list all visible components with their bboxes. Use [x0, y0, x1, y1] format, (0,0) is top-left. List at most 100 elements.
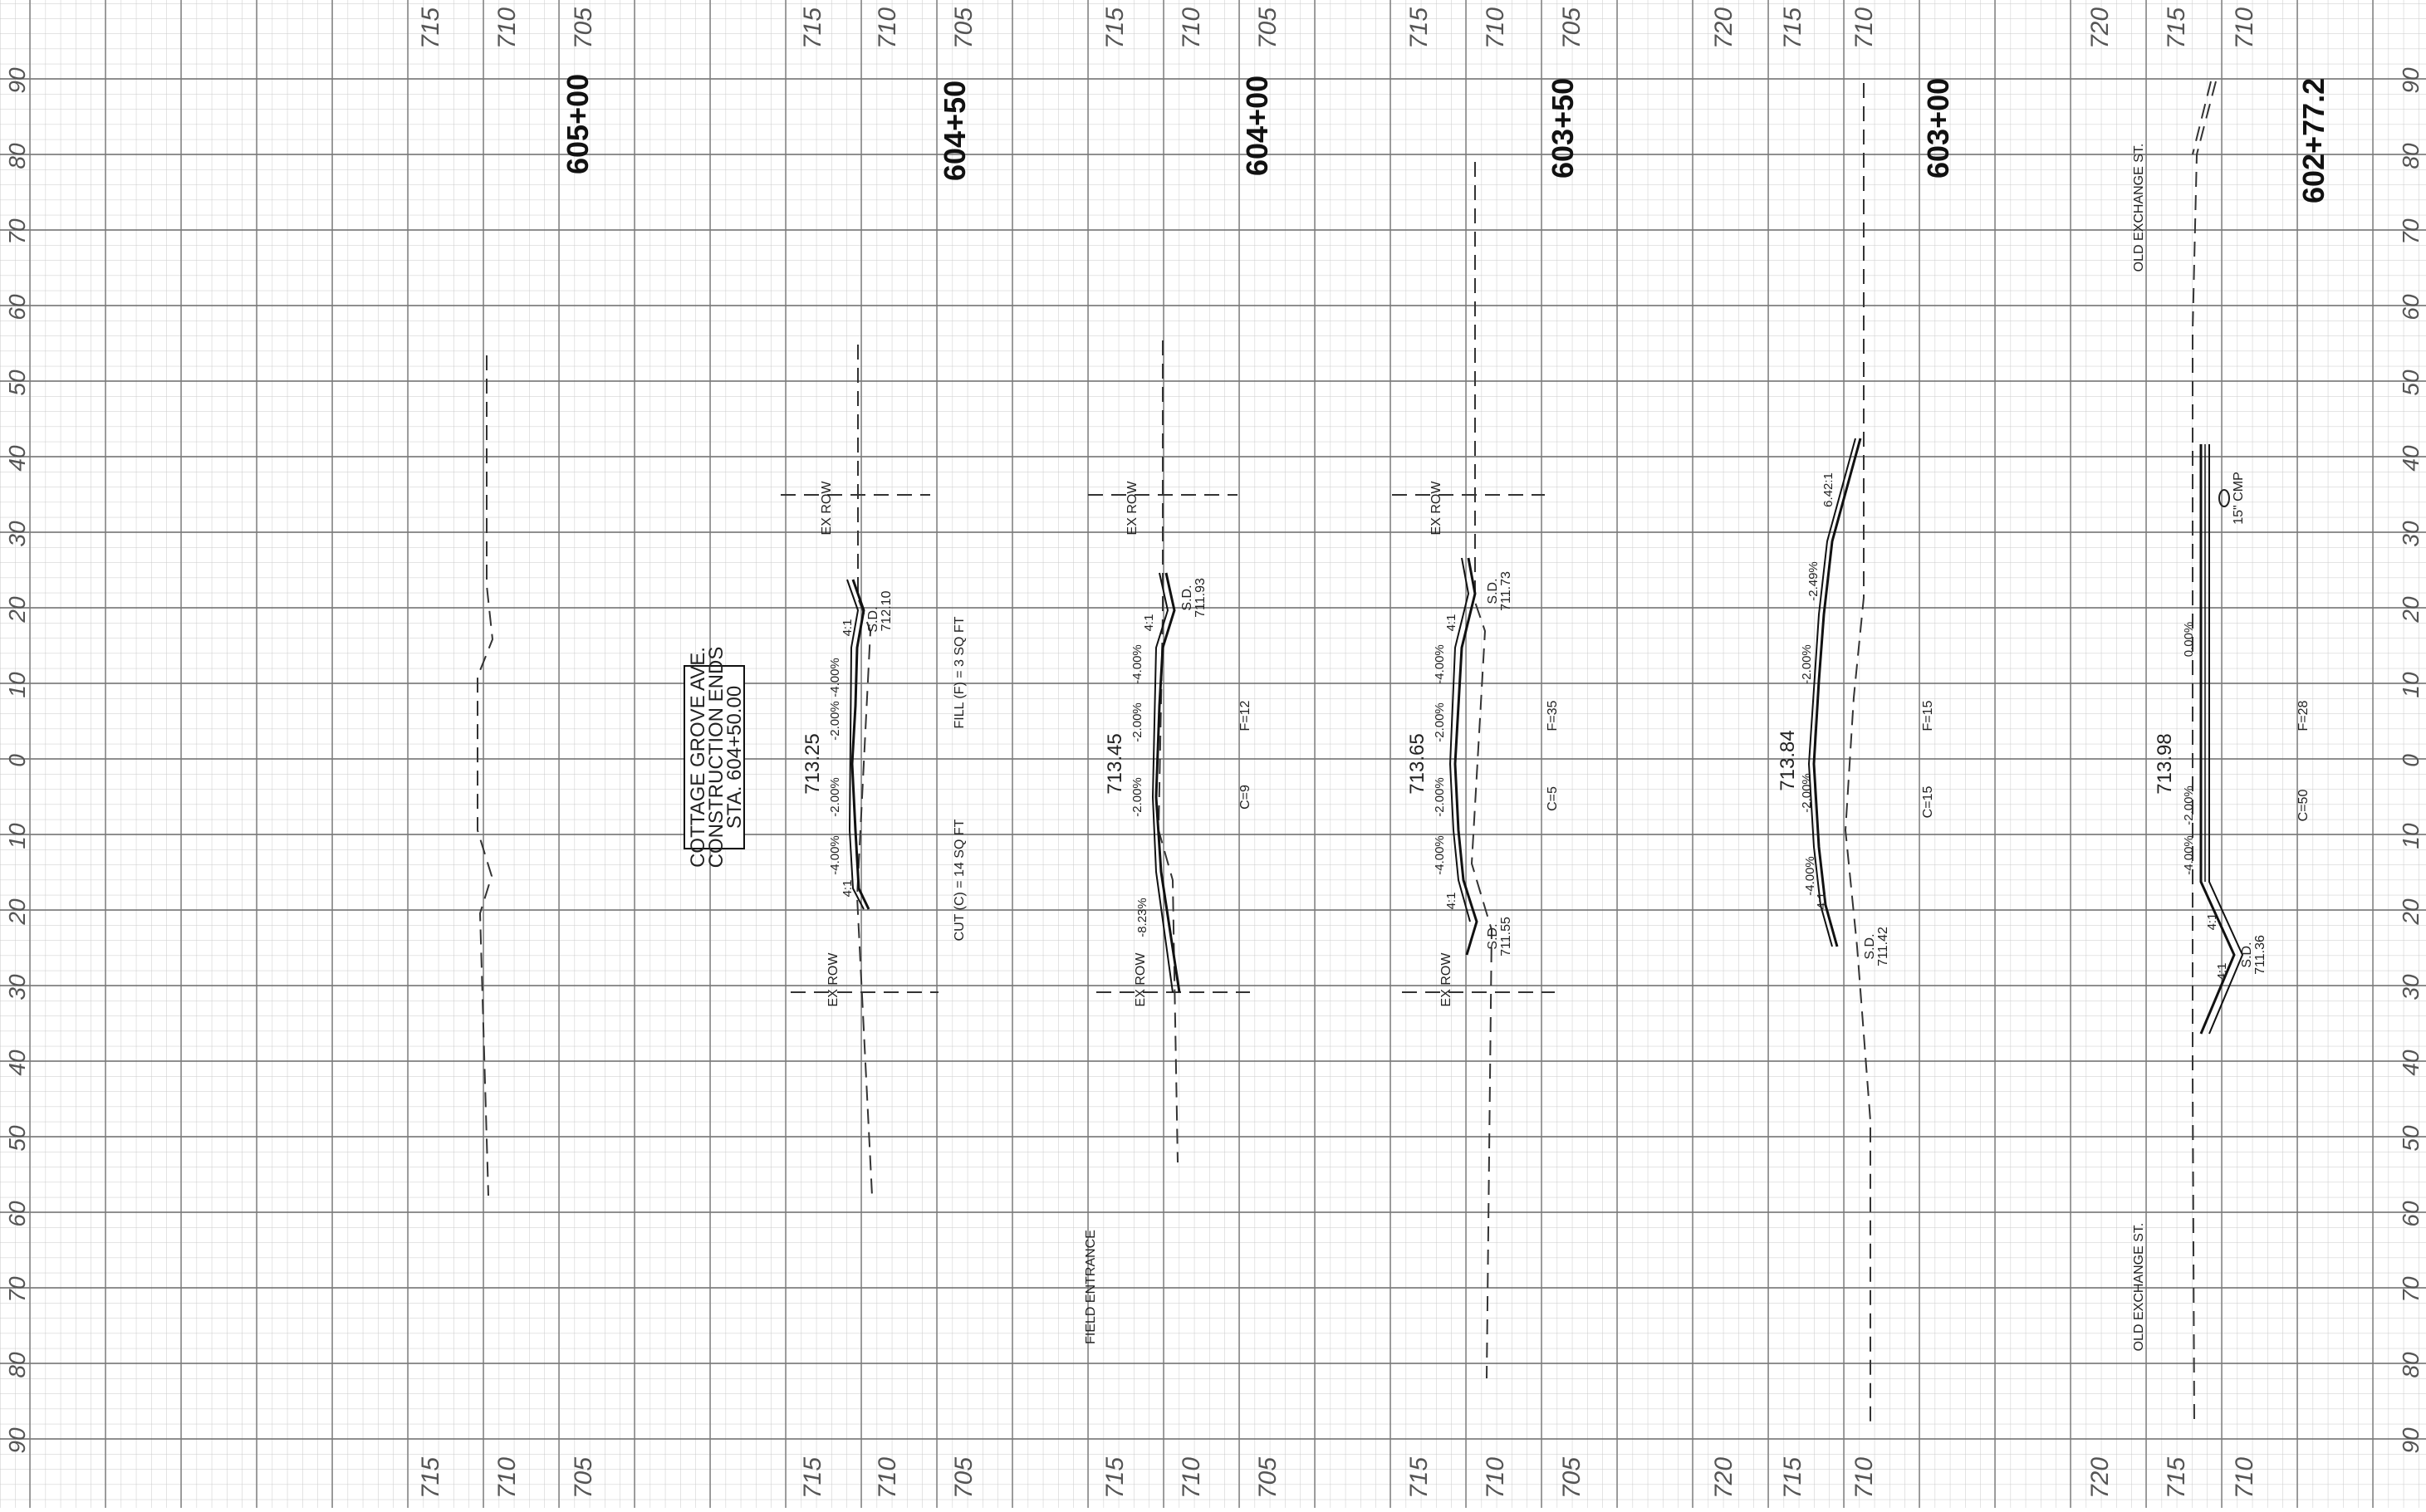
ex-row-label-top: EX ROW: [820, 481, 834, 536]
offset-label-left: 40: [4, 1050, 30, 1076]
offset-label-left: 90: [4, 67, 30, 94]
offset-label-right: 40: [2398, 1050, 2424, 1076]
elevation-tick-bottom: 705: [1558, 1457, 1585, 1499]
offset-label-right: 30: [2398, 521, 2424, 547]
offset-label-left: 20: [4, 596, 30, 624]
existing-ground: [855, 345, 873, 1196]
station-label-604-00: 604+00: [1240, 76, 1274, 176]
elevation-tick-bottom: 705: [1254, 1457, 1282, 1499]
culvert-label: 15" CMP: [2232, 472, 2246, 524]
elevation-tick-top: 715: [1405, 7, 1433, 49]
elevation-tick-bottom: 715: [2163, 1457, 2190, 1499]
elevation-tick-bottom: 715: [1779, 1457, 1806, 1499]
elevation-tick-bottom: 705: [570, 1457, 597, 1499]
fill-area: F=35: [1546, 700, 1560, 731]
grade-slope-3: -2.00%: [1433, 702, 1447, 742]
sd-elevation: 712.10: [880, 590, 894, 631]
elevation-tick-top: 705: [1558, 7, 1585, 49]
grade-slope-3: -4.00%: [2182, 835, 2196, 875]
cut-area: C=50: [2296, 790, 2311, 822]
cut-area: C=15: [1921, 786, 1935, 819]
sd-elevation: 711.93: [1193, 578, 1208, 618]
section-604-50: EX ROW EX ROW S.D. 712.10 4:1 -4.00% -2.…: [781, 345, 967, 1196]
culvert-pipe-icon: [2218, 489, 2230, 507]
elevation-tick-bottom: 710: [2231, 1457, 2258, 1499]
grade-slope-1: 6.42:1: [1821, 472, 1835, 507]
elevation-tick-bottom: 715: [1405, 1457, 1433, 1499]
sd-label: S.D.: [1180, 585, 1194, 610]
elevation-tick-bottom: 720: [2086, 1457, 2114, 1499]
fill-area: F=12: [1238, 700, 1252, 731]
existing-ground: [1470, 162, 1493, 1379]
offset-label-right: 10: [2398, 823, 2424, 849]
sd-elevation: 711.36: [2253, 935, 2267, 975]
grade-slope-2: -4.00%: [1130, 644, 1144, 684]
elevation-tick-top: 715: [2163, 7, 2190, 49]
station-label-603-50: 603+50: [1546, 78, 1580, 179]
offset-label-left: 20: [4, 898, 30, 926]
offset-label-right: 40: [2398, 445, 2424, 472]
offset-label-right: 20: [2398, 596, 2424, 624]
elevation-tick-bottom: 720: [1710, 1457, 1737, 1499]
offset-label-right: 20: [2398, 898, 2424, 926]
street-label-top: OLD EXCHANGE ST.: [2132, 144, 2146, 272]
grade-slope-4: -2.00%: [1130, 777, 1144, 817]
offset-label-right: 60: [2398, 294, 2424, 321]
sd-label: S.D.: [1863, 933, 1877, 959]
proposed-profile-sub: [846, 579, 865, 910]
offset-label-left: 70: [4, 218, 30, 245]
proposed-profile: [1453, 557, 1478, 956]
grade-slope-4: 4:1: [2205, 913, 2219, 931]
offset-label-left: 50: [4, 1125, 30, 1152]
sd-label: S.D.: [866, 606, 880, 632]
proposed-profile: [1154, 572, 1181, 993]
elevation-tick-bottom: 715: [1101, 1457, 1129, 1499]
proposed-profile-sub: [1807, 438, 1856, 947]
offset-label-left: 80: [4, 143, 30, 169]
offset-label-right: 70: [2398, 218, 2424, 245]
elevation-tick-bottom: 710: [1482, 1457, 1509, 1499]
section-603-00: 6.42:1 -2.49% -2.00% -2.00% -4.00% 4:1 S…: [1777, 83, 1935, 1425]
note-box-frame: [684, 665, 745, 849]
elevation-tick-top: 710: [493, 7, 521, 49]
centerline-elevation: 713.65: [1406, 733, 1429, 794]
elevation-tick-top: 720: [2086, 7, 2114, 49]
station-label-602-77: 602+77.2: [2296, 78, 2330, 203]
offset-label-left: 10: [4, 823, 30, 849]
elevation-tick-bottom: 715: [799, 1457, 826, 1499]
elevation-tick-top: 705: [1254, 7, 1282, 49]
section-602-77: 15" CMP 0.00% -2.00% -4.00% 4:1 4:1 S.D.…: [2132, 81, 2311, 1426]
section-603-50: EX ROW EX ROW S.D. 711.73 S.D. 711.55 4:…: [1392, 162, 1560, 1379]
elevation-tick-bottom: 710: [493, 1457, 521, 1499]
proposed-profile-sub: [1448, 557, 1471, 922]
grade-slope-4: -2.00%: [1800, 773, 1814, 813]
grade-slope-6: 4:1: [1815, 893, 1829, 910]
elevation-tick-bottom: 710: [874, 1457, 901, 1499]
offset-label-right: 80: [2398, 143, 2424, 169]
centerline-elevation: 713.45: [1104, 733, 1126, 794]
cut-area: C=9: [1238, 785, 1252, 810]
elevation-tick-bottom: 705: [950, 1457, 978, 1499]
grade-slope-2: -2.00%: [2182, 785, 2196, 825]
grade-slope-1: 0.00%: [2182, 622, 2196, 658]
proposed-profile: [850, 579, 870, 910]
centerline-elevation: 713.25: [801, 733, 824, 794]
offset-label-right: 10: [2398, 672, 2424, 698]
station-label-603-00: 603+00: [1921, 78, 1955, 179]
station-label-605-00: 605+00: [561, 74, 595, 174]
grade-slope-2: -2.49%: [1806, 561, 1821, 601]
offset-scale-right: 90 80 70 60 50 40 30 20 10 0 10 20 30 40 50 60 70 80 90: [2398, 67, 2424, 1454]
ex-row-label-top: EX ROW: [1429, 481, 1443, 536]
offset-label-left: 60: [4, 294, 30, 321]
grade-slope-4: -2.00%: [1433, 777, 1447, 817]
proposed-profile: [2199, 444, 2236, 1035]
offset-label-right: 0: [2398, 754, 2424, 767]
sd-elevation-bottom: 711.55: [1499, 917, 1513, 957]
elevation-tick-top: 705: [570, 7, 597, 49]
elevation-tick-top: 715: [1779, 7, 1806, 49]
elevation-tick-top: 710: [1850, 7, 1878, 49]
elevation-scale-bottom: 715 710 705 715 710 705 715 710 705 715 710 705 720 7…: [417, 1457, 2258, 1499]
elevation-tick-top: 710: [1482, 7, 1509, 49]
